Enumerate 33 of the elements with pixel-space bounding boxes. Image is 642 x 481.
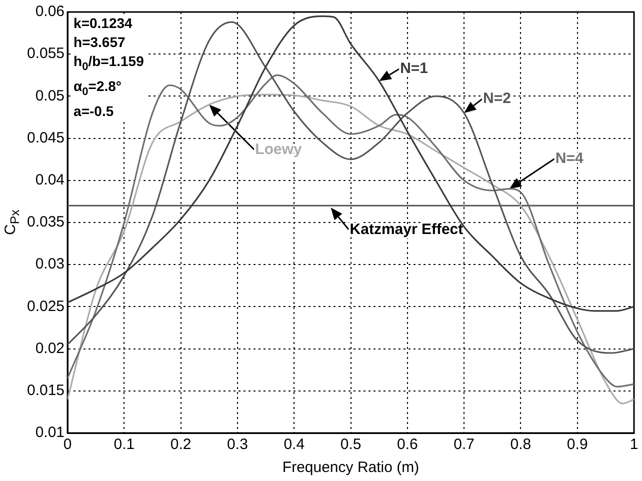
ref-line-label: Katzmayr Effect — [350, 220, 464, 238]
x-tick-label: 0.1 — [114, 436, 135, 454]
x-tick-label: 0.3 — [227, 436, 248, 454]
y-tick-label: 0.035 — [26, 214, 65, 231]
y-tick-label: 0.025 — [26, 298, 65, 315]
y-tick-label: 0.03 — [35, 256, 65, 273]
annotation: k=0.1234 — [74, 15, 132, 31]
text: N=4 — [555, 150, 584, 167]
x-tick-label: 0.7 — [454, 436, 474, 454]
y-tick-label: 0.055 — [26, 45, 65, 62]
series-label: N=2 — [483, 90, 511, 108]
x-tick-label: 0.8 — [510, 436, 532, 454]
x-tick-label: 0.9 — [566, 436, 588, 454]
y-tick-label: 0.015 — [26, 382, 65, 400]
annotation: h$_{0}$/b=1.159 — [74, 53, 144, 73]
y-tick-label: 0.04 — [35, 172, 65, 189]
x-tick-label: 0.2 — [170, 436, 192, 454]
x-tick-label: 1 — [630, 436, 638, 454]
text: Loewy — [255, 140, 302, 158]
y-tick-label: 0.02 — [35, 340, 65, 357]
x-tick-label: 0.4 — [284, 436, 305, 454]
y-tick-label: 0.05 — [35, 87, 65, 104]
series-label: N=1 — [400, 60, 428, 78]
x-tick-label: 0.5 — [340, 436, 362, 454]
x-axis-title: Frequency Ratio (m) — [282, 459, 420, 476]
x-tick-label: 0 — [63, 436, 72, 454]
y-tick-label: 0.045 — [26, 129, 65, 146]
annotation: h=3.657 — [74, 34, 126, 50]
annotation: a=-0.5 — [74, 102, 114, 119]
y-tick-label: 0.06 — [35, 3, 65, 20]
x-tick-label: 0.6 — [396, 436, 418, 454]
y-tick-label: 0.01 — [35, 424, 65, 442]
annotation: α$_{0}$=2.8° — [74, 78, 122, 98]
